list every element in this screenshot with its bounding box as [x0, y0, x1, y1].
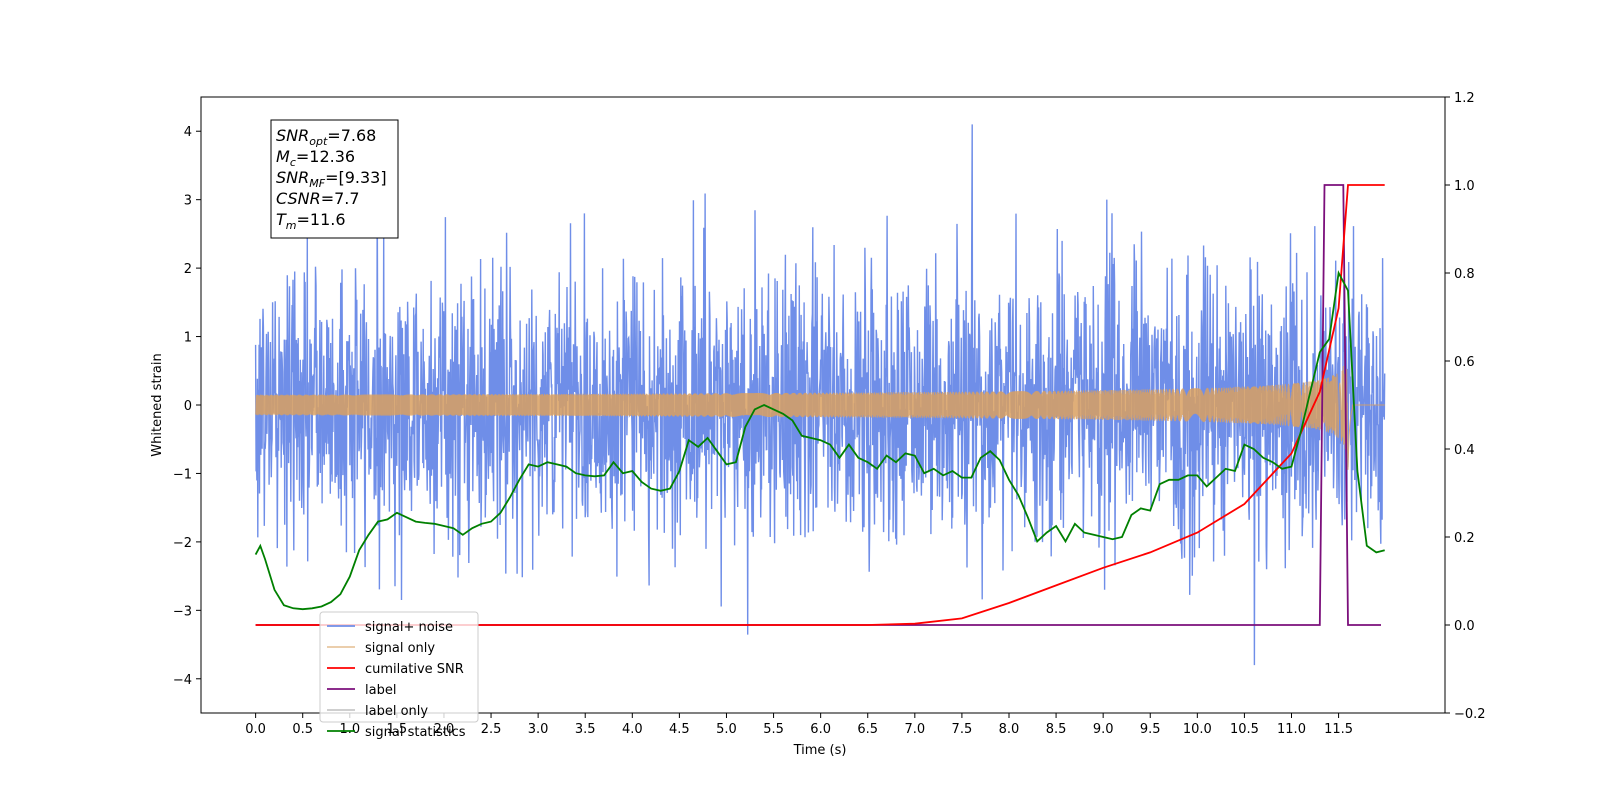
series-signal-noise-line [254, 124, 1386, 666]
stat-symbol: CSNR [276, 189, 321, 208]
y-left-tick-label: −3 [173, 604, 192, 619]
x-tick-label: 11.0 [1277, 722, 1306, 737]
stat-line: Tm=11.6 [276, 210, 346, 232]
stat-symbol: SNR [276, 168, 309, 187]
legend-frame [319, 611, 479, 723]
stat-line: SNRopt=7.68 [276, 126, 376, 148]
right-axis-series-layer [254, 184, 1385, 626]
y-right-tick-label: 0.8 [1454, 267, 1475, 282]
y-right-tick-label: 1.2 [1454, 91, 1475, 106]
stat-line: CSNR=7.7 [276, 189, 360, 208]
y-right-tick-label: 0.4 [1454, 443, 1475, 458]
x-tick-label: 3.5 [575, 722, 596, 737]
x-tick-label: 9.5 [1140, 722, 1161, 737]
x-tick-label: 8.0 [999, 722, 1020, 737]
x-tick-label: 7.0 [904, 722, 925, 737]
x-tick-label: 9.0 [1093, 722, 1114, 737]
y-left-tick-label: −1 [173, 467, 192, 482]
y-right-tick-label: 0.0 [1454, 619, 1475, 634]
x-tick-label: 1.0 [339, 722, 360, 737]
x-tick-label: 4.0 [622, 722, 643, 737]
x-tick-label: 10.5 [1230, 722, 1259, 737]
stat-value: =11.6 [297, 210, 346, 229]
stat-subscript: c [290, 156, 296, 169]
y-left-tick-label: 4 [184, 125, 192, 140]
x-tick-label: 3.0 [528, 722, 549, 737]
stat-subscript: opt [309, 135, 328, 148]
x-tick-label: 4.5 [669, 722, 690, 737]
legend-signal-noise: signal+ noise [327, 620, 453, 635]
legend-signal-only: signal only [327, 641, 435, 656]
legend-label: cumilative SNR [365, 662, 464, 677]
stat-value: =[9.33] [325, 168, 387, 187]
y-right-tick-label: 0.6 [1454, 355, 1475, 370]
x-tick-label: 8.5 [1046, 722, 1067, 737]
y-left-tick-label: 0 [184, 399, 192, 414]
series-cumulative-snr-line [255, 184, 1385, 626]
signal-only-layer [255, 360, 1385, 470]
stat-value: =7.7 [321, 189, 360, 208]
x-tick-label: 1.5 [387, 722, 408, 737]
y-left-tick-label: 2 [184, 262, 192, 277]
y-left-tick-label: −4 [173, 673, 192, 688]
y-left-tick-label: −2 [173, 536, 192, 551]
series-signal-statistics-line [254, 270, 1385, 611]
stat-subscript: MF [309, 177, 325, 190]
stat-value: =12.36 [296, 147, 355, 166]
x-tick-label: 7.5 [952, 722, 973, 737]
y-right-tick-label: 1.0 [1454, 179, 1475, 194]
x-tick-label: 2.5 [481, 722, 502, 737]
legend-label: label only [365, 704, 428, 719]
x-tick-label: 11.5 [1324, 722, 1353, 737]
x-tick-label: 6.0 [810, 722, 831, 737]
stat-symbol: T [276, 210, 287, 229]
legend-cumulative-snr: cumilative SNR [327, 662, 464, 677]
stat-symbol: SNR [276, 126, 309, 145]
legend: signal+ noise signal only cumilative SNR la… [319, 611, 479, 740]
y-axis-label: Whitened strain [150, 353, 165, 456]
legend-label: label [327, 683, 396, 698]
x-tick-label: 10.0 [1183, 722, 1212, 737]
stat-value: =7.68 [327, 126, 376, 145]
x-tick-label: 5.5 [763, 722, 784, 737]
legend-label: signal only [365, 641, 435, 656]
signal-noise-layer [254, 124, 1386, 666]
series-signal-only-line [255, 360, 1385, 470]
x-tick-label: 0.0 [245, 722, 266, 737]
y-axis-right-ticks: −0.2 0.0 0.2 0.4 0.6 0.8 1.0 1.2 [1445, 91, 1486, 722]
x-tick-label: 5.0 [716, 722, 737, 737]
legend-label: label [365, 683, 396, 698]
stat-line: Mc=12.36 [276, 147, 355, 169]
legend-label: signal statistics [365, 725, 466, 740]
legend-label: signal+ noise [365, 620, 453, 635]
stats-box: SNRopt=7.68Mc=12.36SNRMF=[9.33]CSNR=7.7T… [270, 119, 399, 239]
y-right-tick-label: −0.2 [1454, 707, 1486, 722]
stat-symbol: M [276, 147, 290, 166]
y-axis-left-ticks: −4 −3 −2 −1 0 1 2 3 4 [173, 125, 201, 688]
stats-box-frame [270, 119, 399, 239]
stat-line: SNRMF=[9.33] [276, 168, 387, 190]
stat-subscript: m [286, 219, 297, 232]
series-label-line [255, 184, 1381, 626]
y-right-tick-label: 0.2 [1454, 531, 1475, 546]
x-tick-label: 2.0 [434, 722, 455, 737]
legend-signal-statistics: signal statistics [327, 725, 466, 740]
x-axis-label: Time (s) [793, 743, 847, 758]
legend-label-only: label only [327, 704, 428, 719]
y-left-tick-label: 3 [184, 194, 192, 209]
y-left-tick-label: 1 [184, 331, 192, 346]
x-tick-label: 0.5 [292, 722, 313, 737]
x-tick-label: 6.5 [857, 722, 878, 737]
x-axis-ticks: 0.0 0.5 1.0 1.5 2.0 2.5 3.0 3.5 4.0 4.5 5.0 5.5 6.0 6… [245, 713, 1353, 737]
